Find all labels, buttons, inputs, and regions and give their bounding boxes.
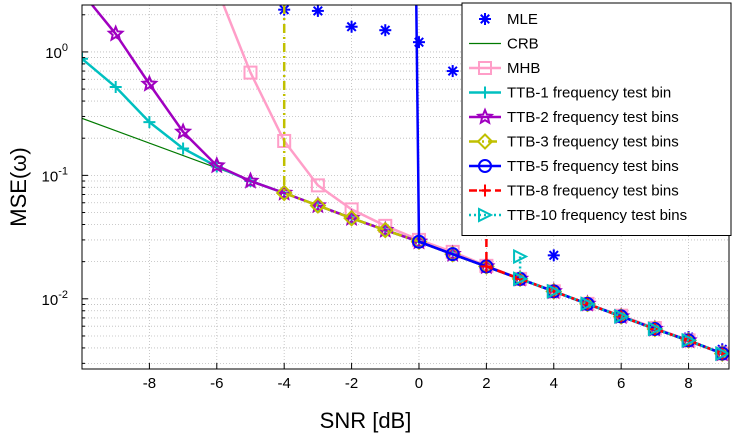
- data-point-marker: [479, 184, 491, 197]
- data-point-marker: [548, 250, 559, 261]
- data-point-marker: [109, 80, 122, 93]
- y-axis-label: MSE(ω): [6, 147, 31, 227]
- x-tick-label: 0: [415, 375, 423, 392]
- data-point-marker: [513, 248, 529, 265]
- data-point-marker: [376, 221, 394, 239]
- data-point-marker: [140, 74, 159, 92]
- x-tick-label: 6: [617, 375, 625, 392]
- legend-entry: TTB-2 frequency test bins: [507, 109, 679, 126]
- data-point-marker: [173, 122, 193, 140]
- series-layer: [82, 5, 729, 362]
- legend-entry: MLE: [507, 11, 538, 28]
- data-point-marker: [275, 184, 293, 202]
- data-point-marker: [411, 234, 426, 249]
- data-point-marker: [447, 66, 458, 77]
- data-point-marker: [343, 209, 360, 227]
- legend-entry: TTB-3 frequency test bins: [507, 134, 679, 151]
- y-tick-label: 10-2: [42, 289, 68, 309]
- legend: MLE CRB MHB TTB-1 frequency test bin TTB-2 f…: [461, 2, 732, 236]
- x-tick-label: -4: [278, 375, 291, 392]
- data-point-marker: [143, 116, 156, 129]
- x-tick-label: 4: [550, 375, 558, 392]
- data-point-marker: [445, 247, 460, 262]
- legend-entry: MHB: [507, 60, 540, 77]
- x-tick-label: -6: [210, 375, 223, 392]
- data-point-marker: [580, 296, 596, 312]
- legend-entry: TTB-8 frequency test bins: [507, 183, 679, 200]
- data-point-marker: [715, 345, 729, 362]
- series-8: [513, 248, 729, 362]
- data-point-marker: [346, 21, 357, 32]
- data-point-marker: [207, 155, 226, 174]
- data-point-marker: [478, 159, 492, 173]
- data-point-marker: [647, 321, 664, 337]
- x-tick-label: 2: [482, 375, 490, 392]
- data-point-marker: [106, 24, 125, 42]
- data-point-marker: [513, 271, 529, 287]
- data-point-marker: [681, 332, 697, 349]
- x-tick-label: 8: [684, 375, 692, 392]
- legend-entry: TTB-1 frequency test bin: [507, 85, 671, 102]
- legend-entry: CRB: [507, 36, 539, 53]
- x-tick-label: -8: [143, 375, 156, 392]
- x-tick-label: -2: [345, 375, 358, 392]
- legend-entry: TTB-5 frequency test bins: [507, 158, 679, 175]
- data-point-marker: [480, 260, 493, 273]
- data-point-marker: [480, 14, 490, 24]
- y-tick-label: 100: [45, 42, 68, 62]
- legend-box: [461, 2, 732, 236]
- data-point-marker: [479, 86, 491, 99]
- x-axis-label: SNR [dB]: [320, 408, 412, 433]
- data-point-marker: [614, 308, 630, 325]
- data-point-marker: [243, 65, 258, 80]
- data-point-marker: [310, 178, 325, 193]
- data-point-marker: [475, 107, 495, 125]
- data-point-marker: [476, 133, 494, 150]
- data-point-marker: [82, 52, 88, 65]
- data-point-marker: [241, 171, 260, 189]
- data-point-marker: [312, 5, 323, 16]
- data-point-marker: [478, 207, 494, 223]
- legend-entry: TTB-10 frequency test bins: [507, 207, 687, 224]
- data-point-marker: [177, 142, 190, 155]
- data-point-marker: [546, 283, 563, 299]
- data-point-marker: [478, 61, 492, 75]
- axis-ticks: -8 -6 -4 -2 0 2 4 6 8 10-2 10-1 100: [42, 14, 693, 392]
- data-point-marker: [309, 197, 327, 214]
- data-point-marker: [380, 25, 391, 36]
- y-tick-label: 10-1: [42, 165, 68, 185]
